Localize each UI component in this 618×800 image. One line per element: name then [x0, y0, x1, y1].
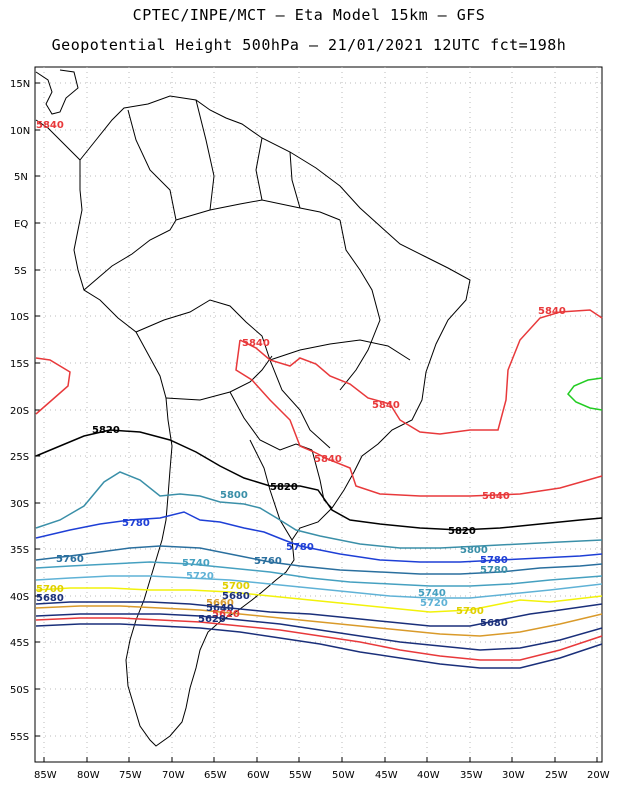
contour-5820: [35, 429, 603, 531]
contour-label-5840: 5840: [36, 120, 64, 131]
contour-label-5780: 5780: [122, 518, 150, 529]
contour-5840-north: [239, 309, 603, 435]
contour-label-5760: 5760: [254, 556, 282, 567]
contour-5760: [35, 545, 603, 575]
contour-label-5840: 5840: [314, 454, 342, 465]
lat-label: 45S: [10, 638, 29, 649]
lon-label: 40W: [417, 770, 440, 781]
lat-label: 5N: [14, 172, 28, 183]
lon-label: 20W: [587, 770, 610, 781]
lon-gridlines: [43, 67, 598, 762]
contour-5840-south: [235, 339, 603, 497]
lat-label: EQ: [14, 219, 28, 230]
map-frame: [34, 66, 603, 763]
contour-label-5740: 5740: [418, 588, 446, 599]
lon-labels: 85W 80W 75W 70W 65W 60W 55W 50W 45W 40W …: [34, 770, 610, 781]
lon-label: 60W: [247, 770, 270, 781]
lon-label: 55W: [289, 770, 312, 781]
contour-5660: [35, 605, 603, 637]
lon-label: 70W: [162, 770, 185, 781]
lon-label: 65W: [204, 770, 227, 781]
contour-5680: [35, 601, 603, 627]
contour-label-5800: 5800: [460, 545, 488, 556]
lon-label: 50W: [332, 770, 355, 781]
lon-label: 25W: [545, 770, 568, 781]
lat-label: 20S: [10, 406, 29, 417]
lat-label: 5S: [14, 266, 27, 277]
contour-label-5800: 5800: [220, 490, 248, 501]
map-title-line1: CPTEC/INPE/MCT – Eta Model 15km – GFS: [132, 6, 486, 24]
axis-ticks: [35, 82, 598, 762]
lat-label: 10N: [10, 126, 30, 137]
contour-label-5720: 5720: [186, 571, 214, 582]
contour-label-5820: 5820: [92, 425, 120, 436]
contour-label-5760: 5760: [56, 554, 84, 565]
lon-label: 30W: [502, 770, 525, 781]
lat-label: 25S: [10, 452, 29, 463]
lat-label: 40S: [10, 592, 29, 603]
lat-label: 50S: [10, 685, 29, 696]
contour-label-5780: 5780: [480, 565, 508, 576]
lat-labels: 15N 10N 5N EQ 5S 10S 15S 20S 25S 30S 35S…: [10, 79, 30, 743]
map-title-line2: Geopotential Height 500hPa – 21/01/2021 …: [51, 36, 567, 54]
contour-label-5700: 5700: [456, 606, 484, 617]
contour-label-5840: 5840: [242, 338, 270, 349]
contour-label-5700: 5700: [36, 584, 64, 595]
contour-label-5840: 5840: [372, 400, 400, 411]
contour-label-5740: 5740: [182, 558, 210, 569]
lon-label: 80W: [77, 770, 100, 781]
lat-label: 30S: [10, 499, 29, 510]
lat-label: 10S: [10, 312, 29, 323]
contour-label-5700: 5700: [222, 581, 250, 592]
contour-5740: [35, 561, 603, 587]
lon-label: 85W: [34, 770, 57, 781]
contour-5600: [35, 623, 603, 669]
contour-label-5680: 5680: [480, 618, 508, 629]
contour-label-5780: 5780: [480, 555, 508, 566]
lon-label: 35W: [460, 770, 483, 781]
contour-5780: [35, 511, 603, 563]
contour-green-high: [567, 377, 603, 411]
coastlines: [35, 69, 471, 747]
contour-5720: [35, 575, 603, 599]
contour-5800: [35, 471, 603, 549]
contour-label-5840: 5840: [482, 491, 510, 502]
contour-label-5660: 5660: [206, 598, 234, 609]
contour-5700: [35, 587, 603, 613]
contour-5840-west: [35, 357, 71, 415]
contour-label-5780: 5780: [286, 542, 314, 553]
lat-label: 15N: [10, 79, 30, 90]
contour-5640: [35, 613, 603, 651]
contour-label-5640: 5640: [206, 603, 234, 614]
contour-5620: [35, 617, 603, 661]
contour-label-5820: 5820: [270, 482, 298, 493]
contour-label-5840: 5840: [538, 306, 566, 317]
contour-label-5620: 5620: [198, 614, 226, 625]
contour-label-5680: 5680: [222, 591, 250, 602]
contour-label-5820: 5820: [448, 526, 476, 537]
contour-label-5620: 5620: [212, 609, 240, 620]
lat-label: 15S: [10, 359, 29, 370]
contour-lines: [35, 309, 603, 669]
lat-gridlines: [35, 82, 602, 737]
lon-label: 45W: [375, 770, 398, 781]
contour-labels: 5840 5840 5840 5840 5840 5820 5820 5820 …: [36, 120, 566, 629]
lat-label: 35S: [10, 545, 29, 556]
contour-label-5720: 5720: [420, 598, 448, 609]
contour-label-5680: 5680: [36, 593, 64, 604]
lat-label: 55S: [10, 732, 29, 743]
lon-label: 75W: [119, 770, 142, 781]
